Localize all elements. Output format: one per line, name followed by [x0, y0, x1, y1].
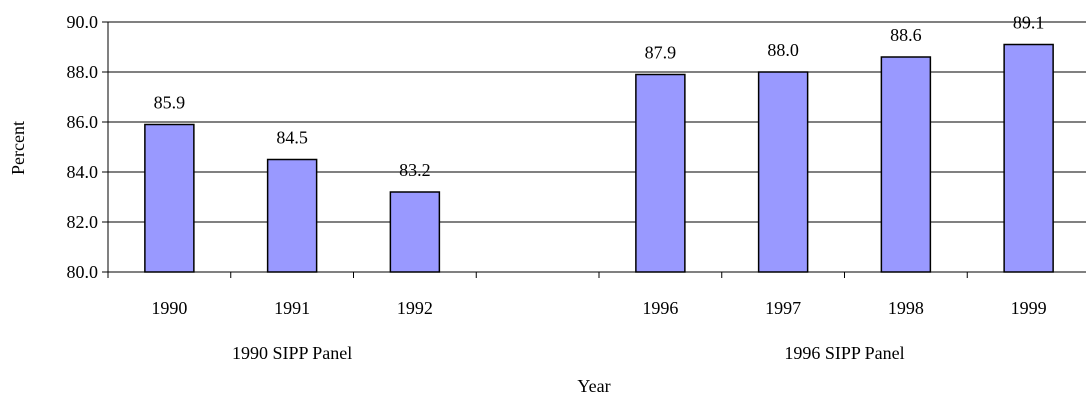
y-tick-label: 88.0: [67, 62, 99, 82]
x-tick-label-1992: 1992: [397, 298, 433, 318]
y-tick-label: 86.0: [67, 112, 99, 132]
bar-1998: [880, 56, 932, 273]
x-tick-label-1998: 1998: [888, 298, 924, 318]
data-label-1990: 85.9: [154, 93, 186, 113]
data-label-1992: 83.2: [399, 160, 431, 180]
data-label-1999: 89.1: [1013, 13, 1045, 33]
x-tick-label-1991: 1991: [274, 298, 310, 318]
axes: [102, 21, 1086, 278]
y-tick-label: 80.0: [67, 262, 99, 282]
data-label-1998: 88.6: [890, 25, 922, 45]
y-tick-label: 82.0: [67, 212, 99, 232]
bar-1992: [389, 191, 441, 273]
y-axis-title: Percent: [8, 121, 28, 175]
data-label-1996: 87.9: [645, 43, 677, 63]
data-label-1997: 88.0: [767, 40, 799, 60]
x-tick-label-1996: 1996: [642, 298, 678, 318]
group-label: 1990 SIPP Panel: [232, 343, 352, 363]
data-label-1991: 84.5: [276, 128, 308, 148]
bars: [144, 43, 1054, 273]
x-tick-label-1999: 1999: [1011, 298, 1047, 318]
x-tick-label-1997: 1997: [765, 298, 801, 318]
grid-lines: [108, 21, 1086, 223]
y-tick-label: 90.0: [67, 12, 99, 32]
group-label: 1996 SIPP Panel: [784, 343, 904, 363]
bar-1999: [1003, 43, 1054, 273]
bar-1997: [757, 71, 809, 273]
bar-1990: [144, 123, 195, 273]
bar-1991: [266, 158, 318, 273]
bar-1996: [635, 73, 686, 273]
chart-labels: 80.0 82.0 84.0 86.0 88.0 90.0 85.9 1990 84.5 1991…: [8, 12, 1047, 396]
y-tick-label: 84.0: [67, 162, 99, 182]
x-axis-title: Year: [577, 376, 610, 396]
x-tick-label-1990: 1990: [151, 298, 187, 318]
